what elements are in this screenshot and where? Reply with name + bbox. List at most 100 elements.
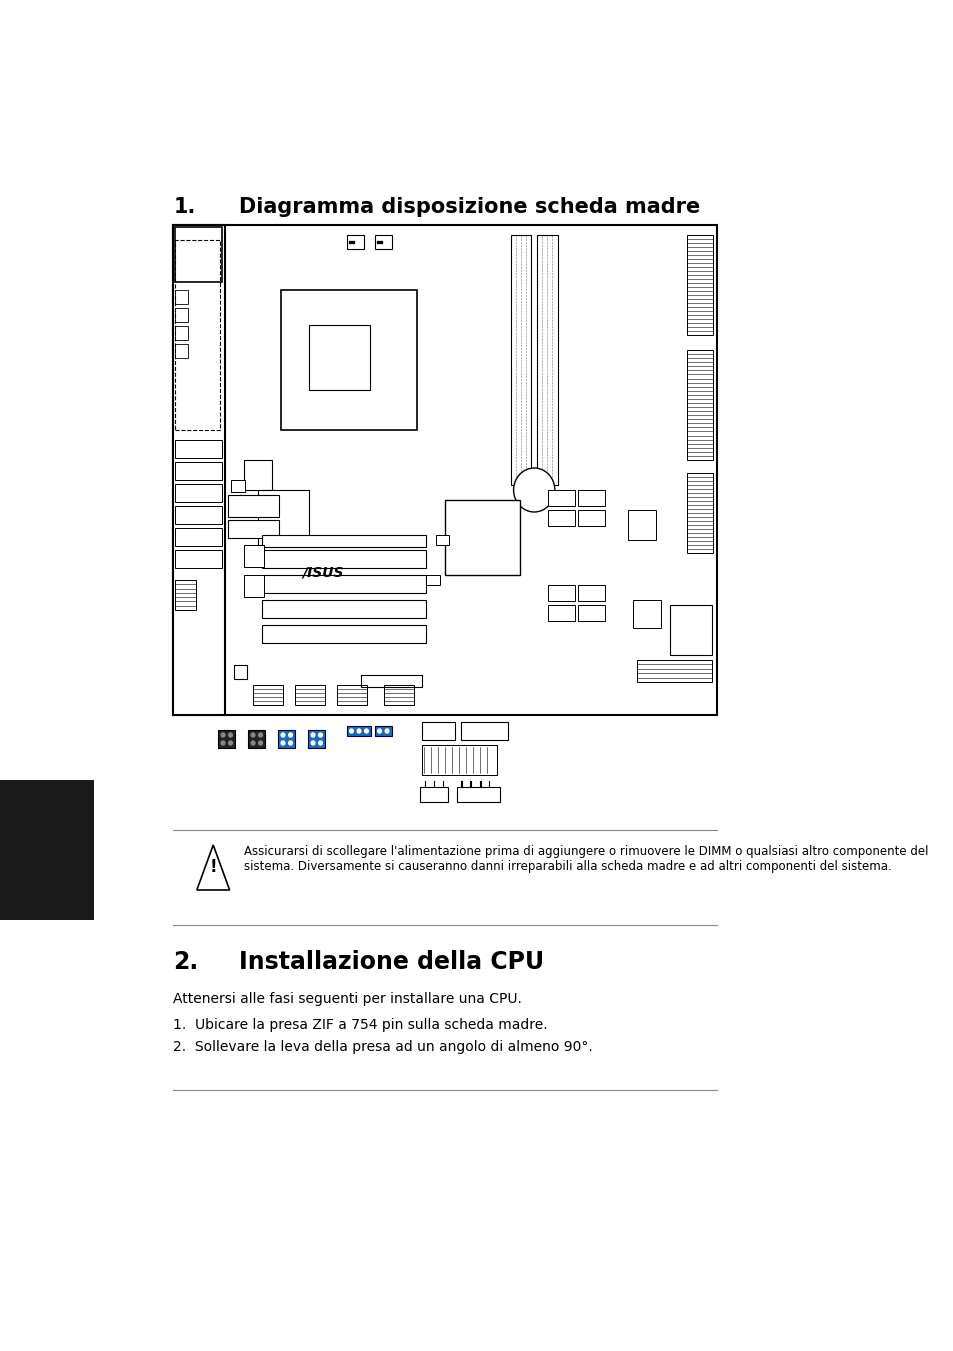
- Bar: [294, 685, 325, 705]
- Bar: [548, 605, 574, 621]
- Circle shape: [318, 740, 322, 744]
- Text: 1.: 1.: [173, 197, 195, 218]
- Bar: [548, 585, 574, 601]
- Circle shape: [311, 734, 314, 738]
- Circle shape: [229, 734, 233, 738]
- Bar: [421, 744, 497, 775]
- Bar: [257, 490, 309, 544]
- Bar: [234, 665, 247, 680]
- Bar: [419, 788, 448, 802]
- Bar: [308, 730, 325, 748]
- Bar: [686, 350, 713, 459]
- Bar: [262, 535, 426, 547]
- Bar: [669, 605, 712, 655]
- Bar: [281, 290, 416, 430]
- Bar: [175, 345, 188, 358]
- Bar: [375, 725, 392, 736]
- Bar: [175, 227, 222, 282]
- Bar: [445, 500, 519, 576]
- Bar: [262, 576, 426, 593]
- Bar: [578, 490, 604, 507]
- Circle shape: [221, 740, 225, 744]
- Bar: [309, 326, 370, 390]
- Circle shape: [289, 740, 293, 744]
- Bar: [175, 484, 222, 503]
- Text: !: !: [210, 858, 216, 875]
- Text: Installazione della CPU: Installazione della CPU: [239, 950, 543, 974]
- Bar: [384, 685, 414, 705]
- Bar: [173, 226, 225, 715]
- Circle shape: [289, 734, 293, 738]
- Bar: [248, 730, 265, 748]
- Bar: [637, 661, 712, 682]
- Bar: [460, 721, 507, 740]
- Bar: [578, 585, 604, 601]
- Bar: [337, 685, 367, 705]
- Circle shape: [364, 730, 368, 734]
- Bar: [175, 462, 222, 480]
- Bar: [175, 550, 222, 567]
- Bar: [578, 605, 604, 621]
- Text: 2.  Sollevare la leva della presa ad un angolo di almeno 90°.: 2. Sollevare la leva della presa ad un a…: [173, 1040, 593, 1054]
- Bar: [175, 507, 222, 524]
- Bar: [346, 725, 371, 736]
- Bar: [537, 235, 558, 485]
- Circle shape: [513, 467, 555, 512]
- Bar: [262, 550, 426, 567]
- Bar: [253, 685, 283, 705]
- Circle shape: [251, 740, 254, 744]
- Bar: [243, 544, 264, 567]
- Bar: [375, 235, 392, 249]
- Bar: [175, 308, 188, 322]
- Bar: [175, 240, 220, 430]
- Bar: [426, 576, 439, 585]
- Circle shape: [251, 734, 254, 738]
- Bar: [228, 520, 279, 538]
- Bar: [360, 676, 421, 688]
- Text: 1.  Ubicare la presa ZIF a 754 pin sulla scheda madre.: 1. Ubicare la presa ZIF a 754 pin sulla …: [173, 1019, 547, 1032]
- Circle shape: [221, 734, 225, 738]
- Circle shape: [229, 740, 233, 744]
- Bar: [243, 459, 272, 490]
- Bar: [548, 490, 574, 507]
- Bar: [175, 440, 222, 458]
- Bar: [262, 626, 426, 643]
- Bar: [548, 509, 574, 526]
- Bar: [510, 235, 531, 485]
- Bar: [175, 528, 222, 546]
- Text: Assicurarsi di scollegare l'alimentazione prima di aggiungere o rimuovere le DIM: Assicurarsi di scollegare l'alimentazion…: [243, 844, 927, 873]
- Circle shape: [311, 740, 314, 744]
- Bar: [686, 473, 713, 553]
- Bar: [218, 730, 235, 748]
- Bar: [632, 600, 660, 628]
- Bar: [686, 235, 713, 335]
- Bar: [173, 226, 717, 715]
- Text: 2.: 2.: [173, 950, 198, 974]
- Circle shape: [281, 734, 285, 738]
- Circle shape: [258, 734, 262, 738]
- Circle shape: [385, 730, 389, 734]
- Bar: [456, 788, 499, 802]
- Circle shape: [318, 734, 322, 738]
- Bar: [578, 509, 604, 526]
- Circle shape: [356, 730, 360, 734]
- Bar: [175, 326, 188, 340]
- Bar: [436, 535, 449, 544]
- Text: Diagramma disposizione scheda madre: Diagramma disposizione scheda madre: [239, 197, 700, 218]
- Bar: [232, 480, 244, 492]
- Circle shape: [281, 740, 285, 744]
- Bar: [262, 600, 426, 617]
- Bar: [243, 576, 264, 597]
- Circle shape: [377, 730, 381, 734]
- Text: Attenersi alle fasi seguenti per installare una CPU.: Attenersi alle fasi seguenti per install…: [173, 992, 521, 1006]
- Bar: [421, 721, 454, 740]
- Bar: [278, 730, 294, 748]
- Bar: [175, 580, 195, 611]
- Bar: [627, 509, 656, 540]
- Circle shape: [349, 730, 353, 734]
- Bar: [175, 290, 188, 304]
- Bar: [346, 235, 363, 249]
- Circle shape: [258, 740, 262, 744]
- Bar: [0, 780, 93, 920]
- Bar: [228, 494, 279, 517]
